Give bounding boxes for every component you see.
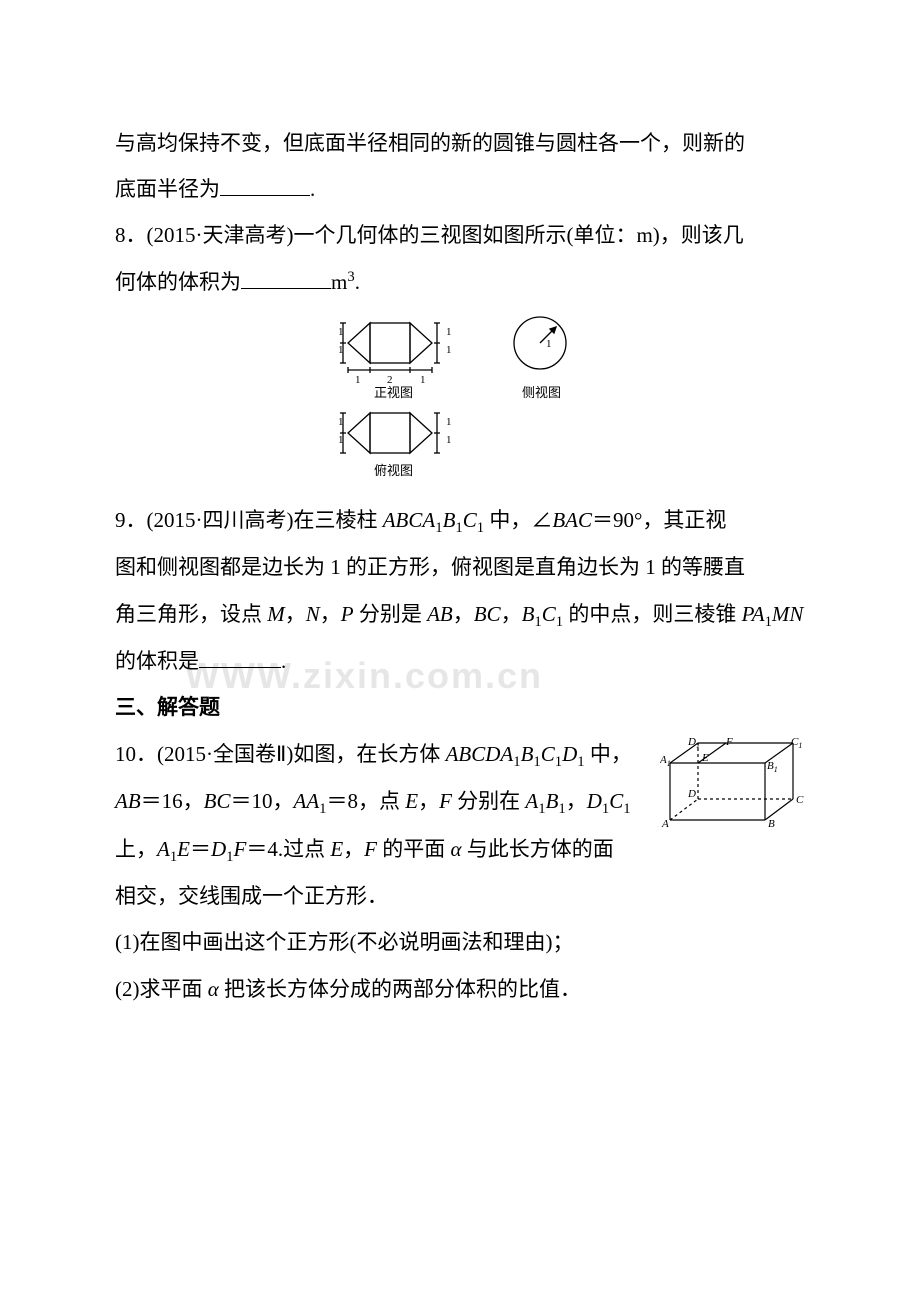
prev-question-line2: 底面半径为.: [115, 166, 805, 212]
svg-text:B1: B1: [767, 760, 778, 774]
question-9-line4: 的体积是.: [115, 638, 805, 684]
svg-text:1: 1: [446, 416, 452, 428]
svg-text:正视图: 正视图: [374, 385, 413, 400]
question-8-line1: 8．(2015·天津高考)一个几何体的三视图如图所示(单位：m)，则该几: [115, 212, 805, 258]
svg-text:1: 1: [355, 374, 361, 386]
question-10-part2: (2)求平面 α 把该长方体分成的两部分体积的比值．: [115, 966, 805, 1012]
svg-text:C1: C1: [791, 736, 802, 750]
question-9-line3: 角三角形，设点 M，N，P 分别是 AB，BC，B1C1 的中点，则三棱锥 P­…: [115, 591, 805, 639]
svg-text:1: 1: [546, 338, 552, 350]
prev-question-line1: 与高均保持不变，但底面半径相同的新的圆锥与圆柱各一个，则新的: [115, 120, 805, 166]
svg-text:1: 1: [338, 326, 344, 338]
question-8-line2: 何体的体积为m3.: [115, 259, 805, 305]
answer-blank-7: [220, 174, 310, 196]
three-view-diagram: 1 1 1 1 1 2 1 正视图 1 侧视图 1 1 1 1 俯视图: [300, 303, 620, 483]
question-9-line1: 9．(2015·四川高考)在三棱柱 ABC­A1B1C1 中，∠BAC＝90°，…: [115, 497, 805, 545]
svg-text:D: D: [687, 788, 696, 800]
svg-text:D1: D1: [687, 736, 700, 750]
svg-text:A1: A1: [660, 754, 671, 768]
svg-text:C: C: [796, 794, 804, 806]
svg-text:侧视图: 侧视图: [522, 385, 561, 400]
svg-text:1: 1: [446, 344, 452, 356]
svg-text:1: 1: [420, 374, 426, 386]
figure-q10: A B C D A1 B1 C1 D1 E F: [660, 735, 805, 846]
question-10-line4: 相交，交线围成一个正方形．: [115, 873, 805, 919]
figure-q8: 1 1 1 1 1 2 1 正视图 1 侧视图 1 1 1 1 俯视图: [115, 303, 805, 499]
answer-blank-8: [241, 267, 331, 289]
svg-text:1: 1: [338, 416, 344, 428]
section-3-heading: 三、解答题: [115, 684, 805, 730]
svg-text:俯视图: 俯视图: [374, 463, 413, 478]
svg-text:1: 1: [446, 434, 452, 446]
svg-text:A: A: [661, 818, 669, 830]
question-10-part1: (1)在图中画出这个正方形(不必说明画法和理由)；: [115, 919, 805, 965]
svg-text:1: 1: [446, 326, 452, 338]
answer-blank-9: [199, 646, 281, 668]
svg-text:F: F: [725, 736, 733, 748]
question-9-line2: 图和侧视图都是边长为 1 的正方形，俯视图是直角边长为 1 的等腰直: [115, 544, 805, 590]
svg-text:B: B: [768, 818, 775, 830]
svg-text:1: 1: [338, 344, 344, 356]
svg-text:1: 1: [338, 434, 344, 446]
